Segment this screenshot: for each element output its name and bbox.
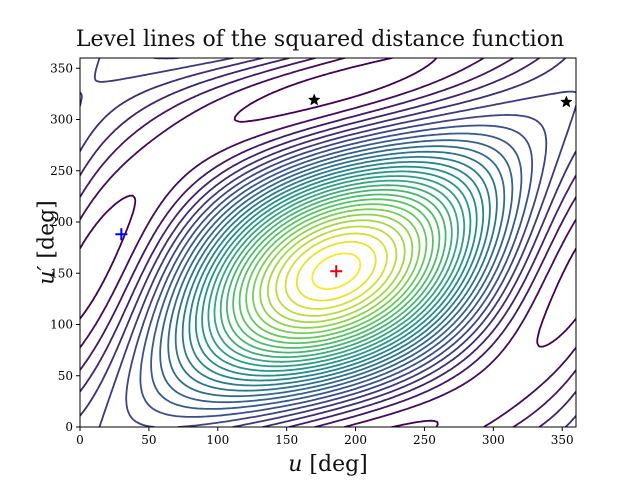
contour-level-28 xyxy=(284,232,388,310)
x-tick-label: 0 xyxy=(76,433,84,447)
x-tick-label: 150 xyxy=(275,433,298,447)
contour-level-30 xyxy=(311,252,362,290)
contour-level-23 xyxy=(245,203,428,340)
contour-level-11 xyxy=(167,145,506,398)
contour-level-7 xyxy=(125,58,548,427)
x-tick-label: 200 xyxy=(344,433,367,447)
x-axis-unit: [deg] xyxy=(309,452,368,477)
y-axis-label: u′ [deg] xyxy=(35,188,60,298)
y-tick-label: 250 xyxy=(50,164,73,178)
contour-level-20 xyxy=(226,188,447,354)
contour-level-24 xyxy=(252,208,421,334)
contour-level-10 xyxy=(159,139,514,404)
contour-level-8 xyxy=(139,124,533,418)
y-tick-label: 100 xyxy=(50,318,73,332)
y-axis-symbol: u′ xyxy=(34,265,60,285)
contour-level-18 xyxy=(213,179,459,363)
plot-frame xyxy=(79,57,577,428)
y-axis: 0 50 100 150 200 250 300 350 xyxy=(50,61,80,434)
x-tick-label: 350 xyxy=(551,433,574,447)
contour-level-19 xyxy=(219,184,453,359)
x-axis-symbol: u xyxy=(288,452,303,477)
y-tick-label: 300 xyxy=(50,113,73,127)
marker-saddle-1 xyxy=(307,93,321,106)
y-tick-label: 50 xyxy=(58,369,73,383)
contour-level-27 xyxy=(275,225,398,317)
y-tick-label: 0 xyxy=(65,420,73,434)
markers xyxy=(115,93,573,278)
x-tick-label: 50 xyxy=(141,433,156,447)
contour-level-22 xyxy=(238,198,434,344)
marker-saddle-2 xyxy=(559,95,573,108)
contour-level-13 xyxy=(181,156,491,387)
contour-level-15 xyxy=(194,165,478,377)
x-axis-label: u [deg] xyxy=(0,452,640,477)
y-axis-unit: [deg] xyxy=(34,200,60,259)
marker-minimum xyxy=(115,228,128,241)
x-tick-label: 100 xyxy=(206,433,229,447)
marker-maximum xyxy=(330,265,343,278)
contour-level-14 xyxy=(188,161,485,382)
y-tick-label: 150 xyxy=(50,266,73,280)
contour-level-9 xyxy=(150,132,523,410)
y-tick-label: 200 xyxy=(50,215,73,229)
contour-level-12 xyxy=(174,150,498,392)
contour-level-16 xyxy=(201,170,472,372)
x-tick-label: 300 xyxy=(482,433,505,447)
x-axis: 0 50 100 150 200 250 300 350 xyxy=(76,427,574,447)
x-tick-label: 250 xyxy=(413,433,436,447)
contour-level-17 xyxy=(207,175,466,368)
contour-lines xyxy=(80,58,576,427)
y-tick-label: 350 xyxy=(50,61,73,75)
contour-level-29 xyxy=(295,240,377,302)
chart-title: Level lines of the squared distance func… xyxy=(75,27,565,52)
contour-level-26 xyxy=(266,219,406,323)
contour-level-25 xyxy=(259,213,414,329)
contour-level-21 xyxy=(232,193,441,349)
